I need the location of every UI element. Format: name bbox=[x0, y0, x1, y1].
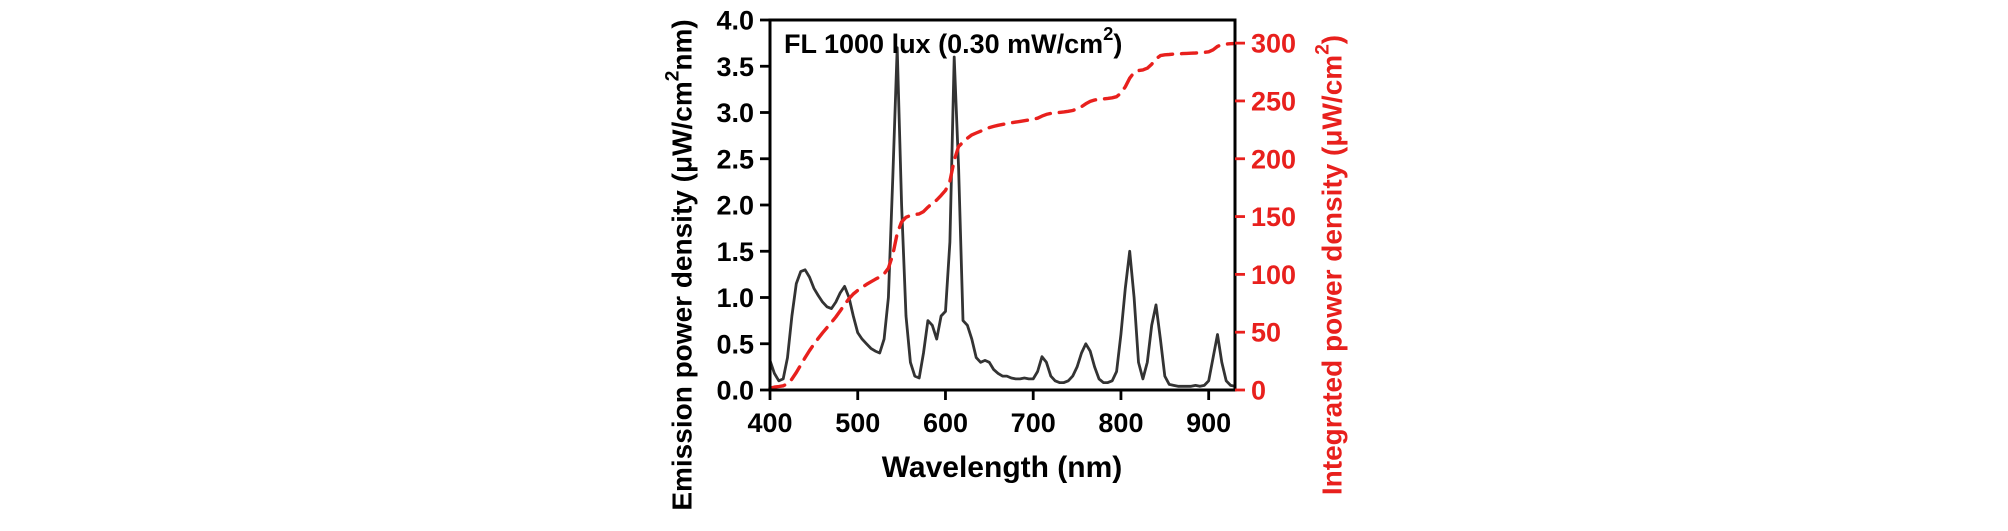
right-tick-label: 300 bbox=[1251, 29, 1296, 59]
left-axis-title: Emission power density (μW/cm2nm) bbox=[662, 19, 698, 511]
left-tick-label: 3.0 bbox=[716, 98, 754, 128]
left-tick-label: 3.5 bbox=[716, 52, 754, 82]
x-tick-label: 600 bbox=[923, 408, 968, 438]
right-axis-title-text-close: ) bbox=[1316, 34, 1348, 45]
emission-curve bbox=[768, 46, 1237, 388]
left-tick-label: 1.0 bbox=[716, 283, 754, 313]
left-tick-label: 0.5 bbox=[716, 329, 754, 359]
x-tick-label: 400 bbox=[747, 408, 792, 438]
x-tick-label: 800 bbox=[1098, 408, 1143, 438]
left-axis-title-text-close: nm) bbox=[666, 19, 698, 71]
x-tick-label: 500 bbox=[835, 408, 880, 438]
annotation-label: FL 1000 lux (0.30 mW/cm2) bbox=[784, 23, 1123, 60]
right-tick-label: 50 bbox=[1251, 318, 1281, 348]
right-tick-label: 150 bbox=[1251, 202, 1296, 232]
right-axis-title-text: Integrated power density (μW/cm bbox=[1316, 54, 1348, 496]
annotation-superscript: 2 bbox=[1103, 23, 1114, 45]
right-tick-label: 250 bbox=[1251, 86, 1296, 116]
right-tick-label: 200 bbox=[1251, 144, 1296, 174]
right-axis-superscript: 2 bbox=[1312, 44, 1334, 55]
annotation-text-close: ) bbox=[1113, 29, 1123, 59]
x-axis-title: Wavelength (nm) bbox=[881, 451, 1123, 484]
integrated-curve bbox=[768, 41, 1237, 390]
annotation-text: FL 1000 lux (0.30 mW/cm bbox=[784, 29, 1104, 59]
right-axis-title: Integrated power density (μW/cm2) bbox=[1312, 34, 1348, 496]
left-axis-superscript: 2 bbox=[662, 70, 684, 82]
left-tick-label: 0.0 bbox=[716, 376, 754, 406]
left-tick-label: 2.0 bbox=[716, 191, 754, 221]
plot-frame bbox=[768, 18, 1237, 392]
left-tick-label: 1.5 bbox=[716, 237, 754, 267]
left-tick-label: 4.0 bbox=[716, 6, 754, 36]
left-axis-title-text: Emission power density (μW/cm bbox=[666, 81, 698, 511]
x-tick-label: 700 bbox=[1011, 408, 1056, 438]
x-tick-label: 900 bbox=[1186, 408, 1231, 438]
left-tick-label: 2.5 bbox=[716, 144, 754, 174]
right-tick-label: 100 bbox=[1251, 260, 1296, 290]
right-tick-label: 0 bbox=[1251, 376, 1266, 406]
